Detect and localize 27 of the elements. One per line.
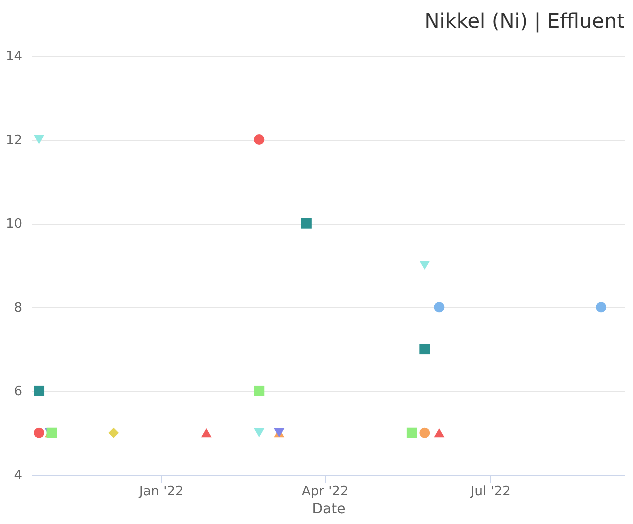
point — [254, 428, 265, 438]
point — [254, 386, 265, 396]
chart-title: Nikkel (Ni) | Effluent — [424, 9, 626, 33]
x-tick-label: Jul '22 — [470, 484, 511, 500]
point — [34, 428, 45, 438]
y-tick-label: 4 — [14, 468, 22, 484]
y-tick-label: 6 — [14, 384, 22, 400]
point — [301, 218, 312, 229]
point — [434, 302, 445, 313]
point — [596, 302, 607, 313]
y-tick-label: 8 — [14, 300, 22, 316]
point — [420, 428, 430, 438]
point — [420, 260, 430, 270]
point — [254, 134, 265, 146]
x-axis-title: Date — [312, 502, 346, 518]
point — [108, 428, 120, 438]
y-tick-label: 14 — [6, 50, 22, 64]
point — [420, 344, 430, 355]
point — [34, 135, 45, 144]
point — [406, 428, 418, 438]
y-tick-label: 10 — [6, 217, 22, 232]
y-tick-label: 12 — [6, 133, 22, 148]
x-tick-label: Apr '22 — [302, 484, 349, 500]
point — [434, 428, 445, 438]
point — [34, 386, 45, 396]
point — [201, 428, 212, 438]
x-tick-label: Jan '22 — [138, 484, 184, 500]
